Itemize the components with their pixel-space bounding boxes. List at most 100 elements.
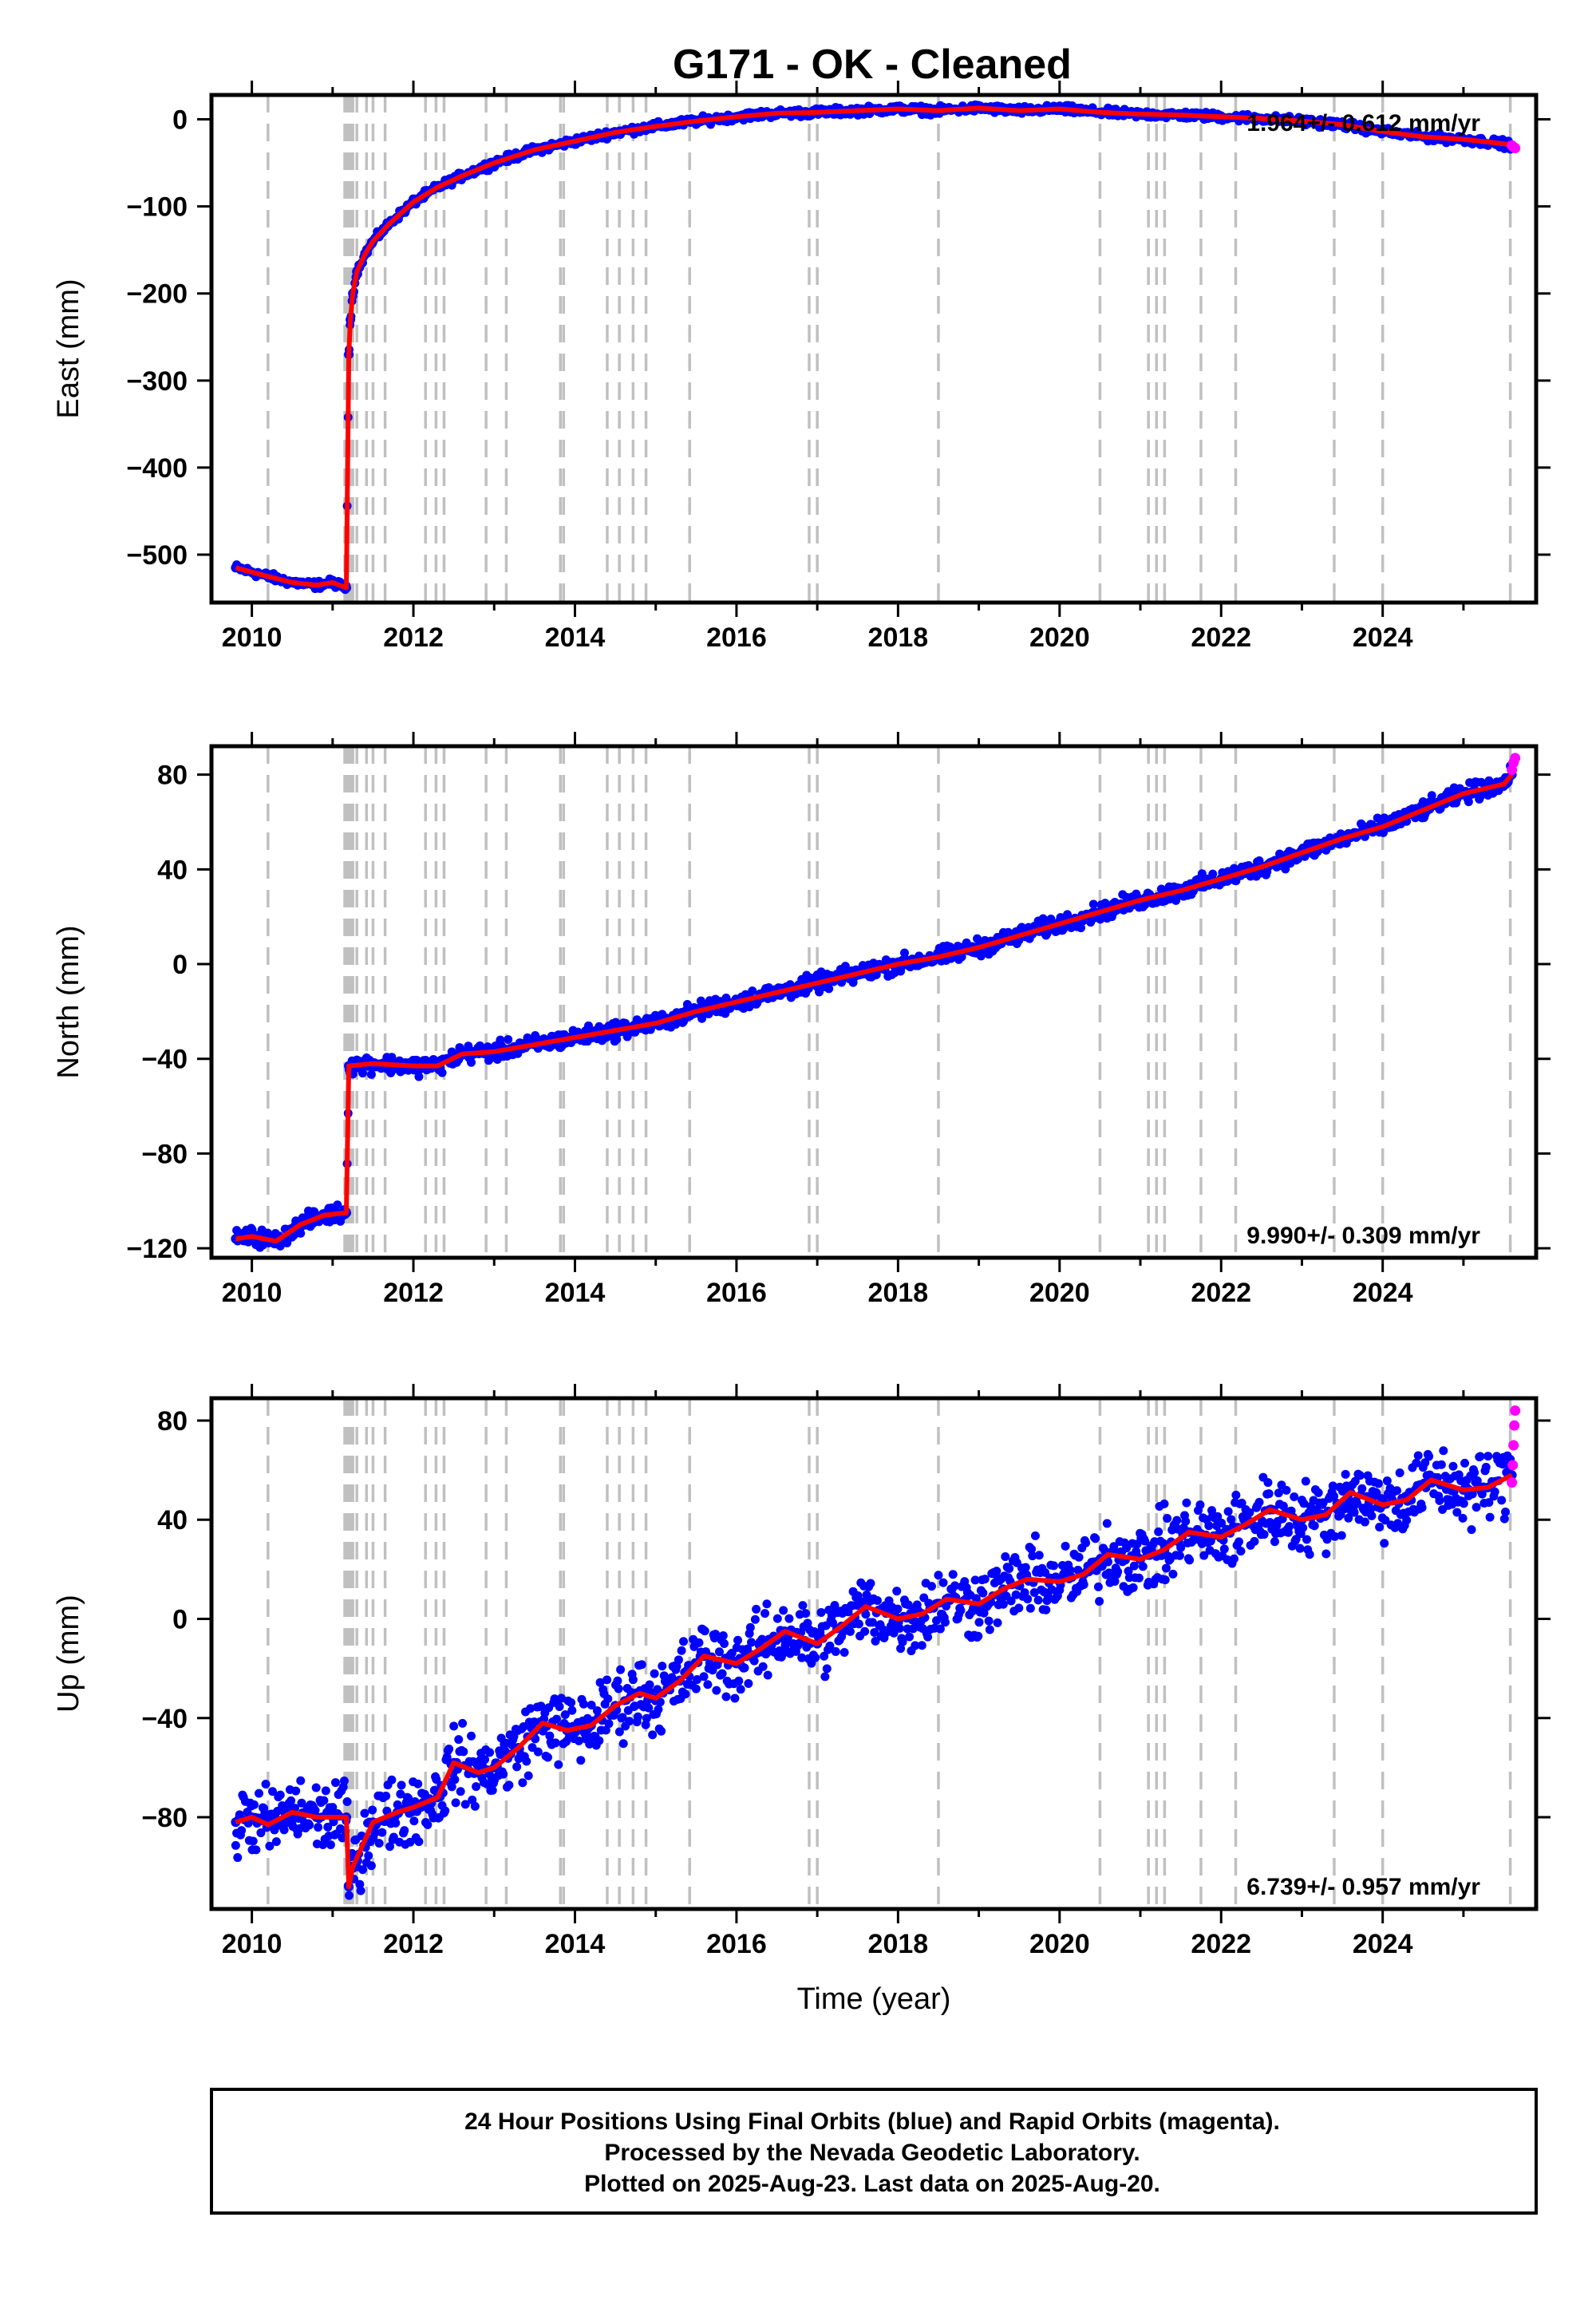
velocity-label: 9.990+/- 0.309 mm/yr <box>1246 1223 1480 1249</box>
data-point <box>1181 1516 1191 1526</box>
velocity-label: 6.739+/- 0.957 mm/yr <box>1246 1874 1480 1900</box>
data-point <box>595 1678 605 1687</box>
data-point <box>1278 1501 1288 1511</box>
data-point <box>840 962 850 971</box>
x-tick-label: 2010 <box>222 622 282 653</box>
data-point <box>444 1745 454 1754</box>
data-point <box>1270 1537 1279 1547</box>
data-point <box>892 1587 902 1596</box>
data-point <box>711 1630 721 1639</box>
data-point <box>323 1822 333 1832</box>
x-tick-label: 2018 <box>868 1278 929 1308</box>
data-point <box>442 1753 452 1762</box>
data-point <box>980 1575 990 1584</box>
data-point <box>970 1575 980 1585</box>
x-tick-label: 2020 <box>1029 622 1090 653</box>
data-point <box>712 1686 721 1695</box>
data-point <box>1375 1522 1385 1531</box>
data-point <box>233 1853 243 1863</box>
data-point <box>898 1637 907 1646</box>
data-point <box>1499 1514 1509 1524</box>
data-point <box>820 1672 830 1682</box>
data-point <box>717 1669 727 1678</box>
data-point <box>472 1782 481 1792</box>
data-point <box>1128 1583 1138 1592</box>
data-point <box>1314 1488 1323 1497</box>
data-point <box>749 1656 759 1666</box>
model-line <box>235 105 1513 591</box>
data-point <box>1047 1585 1057 1595</box>
data-point <box>1329 1492 1339 1501</box>
data-point <box>1310 1521 1319 1531</box>
data-point <box>1298 1523 1308 1532</box>
data-point <box>677 1646 686 1655</box>
data-point <box>1341 1469 1350 1479</box>
data-point <box>522 1757 531 1766</box>
data-point <box>648 1730 658 1740</box>
data-point <box>1349 1508 1359 1517</box>
y-tick-label: −80 <box>141 1803 188 1833</box>
data-point <box>364 1851 373 1860</box>
data-point <box>699 1672 709 1682</box>
data-point <box>601 1725 610 1735</box>
data-point <box>1330 1531 1340 1541</box>
data-point <box>681 1690 690 1699</box>
data-point <box>1263 1478 1273 1488</box>
x-tick-label: 2010 <box>222 1929 282 1959</box>
data-point <box>861 1610 871 1619</box>
data-point <box>374 1839 384 1848</box>
data-point <box>614 1727 624 1737</box>
data-point <box>328 1803 338 1812</box>
x-tick-label: 2022 <box>1191 622 1251 653</box>
data-point <box>948 1570 958 1579</box>
data-point <box>536 1701 546 1711</box>
data-point <box>1301 1476 1310 1486</box>
data-point <box>404 1793 413 1803</box>
data-point <box>1481 1462 1491 1472</box>
data-point <box>743 1644 753 1654</box>
data-point <box>895 1623 904 1633</box>
data-point <box>867 1618 877 1627</box>
data-point <box>366 1861 376 1871</box>
data-point <box>657 1726 666 1736</box>
data-point <box>923 1632 933 1642</box>
data-point <box>998 1599 1008 1609</box>
rapid-point <box>1510 753 1521 764</box>
data-point <box>839 1648 849 1658</box>
y-axis-title: Up (mm) <box>52 1595 85 1713</box>
data-point <box>296 1228 306 1238</box>
data-point <box>1065 1566 1075 1575</box>
data-point <box>1160 1575 1170 1585</box>
velocity-label: 1.964+/- 0.612 mm/yr <box>1246 110 1480 136</box>
data-point <box>1093 1582 1103 1591</box>
data-point <box>974 1618 984 1627</box>
x-tick-label: 2024 <box>1353 1278 1413 1308</box>
data-point <box>449 1721 459 1731</box>
data-point <box>679 1637 689 1646</box>
data-point <box>1109 1542 1119 1551</box>
data-point <box>397 1780 406 1790</box>
x-tick-label: 2020 <box>1029 1929 1090 1959</box>
rapid-point <box>1507 1477 1518 1488</box>
data-point <box>1005 1563 1014 1573</box>
data-point <box>459 1747 468 1757</box>
data-point <box>718 1631 728 1641</box>
data-point <box>440 1806 450 1816</box>
y-tick-label: 80 <box>157 761 188 791</box>
x-tick-label: 2014 <box>545 1278 606 1308</box>
y-tick-label: −100 <box>126 192 188 223</box>
x-tick-label: 2024 <box>1353 1929 1413 1959</box>
data-point <box>618 1739 628 1749</box>
data-point <box>1483 1452 1493 1461</box>
data-point <box>613 1676 622 1686</box>
data-point <box>555 1701 564 1711</box>
data-point <box>460 1800 470 1809</box>
data-point <box>1168 1569 1178 1579</box>
data-point <box>251 1845 261 1855</box>
data-point <box>650 1669 659 1678</box>
data-point <box>1467 1525 1476 1535</box>
data-point <box>1448 1461 1458 1471</box>
data-point <box>654 1705 663 1714</box>
data-point <box>798 1601 808 1611</box>
